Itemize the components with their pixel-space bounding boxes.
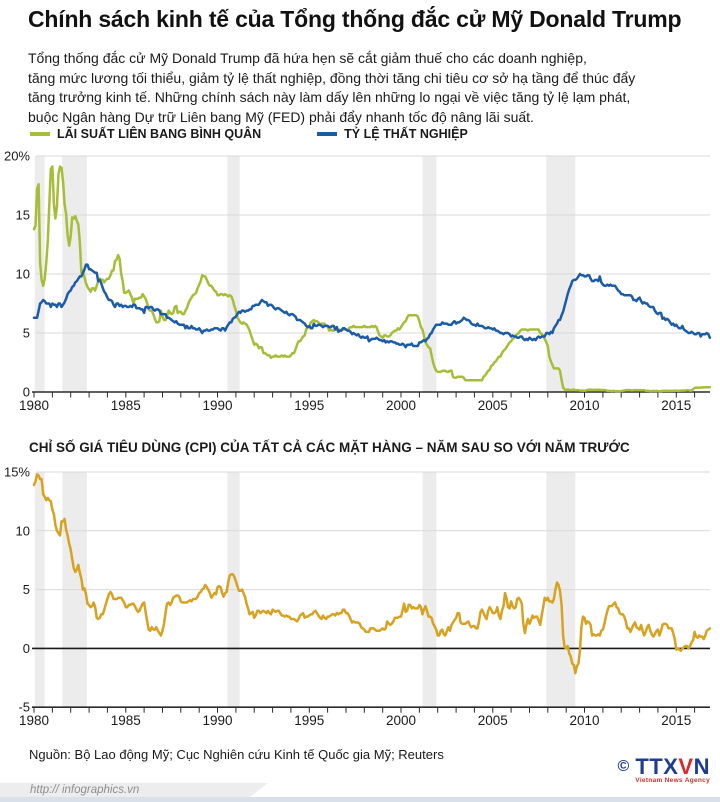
legend-item-fed-funds: LÃI SUẤT LIÊN BANG BÌNH QUÂN xyxy=(30,127,261,141)
fed-funds-unemployment-chart: 0 5 10 15 20% 1980 1985 1990 1995 2000 2005 2010 201… xyxy=(4,149,712,413)
fed-funds-line xyxy=(32,165,712,393)
legend-label-unemployment: TỶ LỆ THẤT NGHIỆP xyxy=(344,127,468,141)
ttxvn-logo-text: TTXVN Vietnam News Agency xyxy=(635,754,710,785)
y-tick-label: 5 xyxy=(23,582,30,597)
y-tick-label: 15 xyxy=(16,208,30,223)
x-tick-label: 2000 xyxy=(386,713,416,728)
intro-paragraph: Tổng thống đắc cử Mỹ Donald Trump đã hứa… xyxy=(28,49,635,127)
x-tick-label: 2000 xyxy=(386,398,416,413)
x-tick-label: 2005 xyxy=(478,713,508,728)
logo-ttx: TTX xyxy=(635,754,679,779)
logo-subtext: Vietnam News Agency xyxy=(635,777,710,784)
x-tick-label: 1990 xyxy=(202,398,232,413)
fed-funds-swatch-icon xyxy=(30,132,50,136)
intro-line: tăng mức lương tối thiểu, giảm tỷ lệ thấ… xyxy=(28,69,636,86)
y-tick-label: 0 xyxy=(23,385,30,400)
y-tick-label: 10 xyxy=(16,523,30,538)
page-title: Chính sách kinh tế của Tổng thống đắc cử… xyxy=(28,6,682,32)
x-tick-label: 1985 xyxy=(111,713,141,728)
unemployment-swatch-icon xyxy=(317,132,338,136)
cpi-chart-title: CHỈ SỐ GIÁ TIÊU DÙNG (CPI) CỦA TẤT CẢ CÁ… xyxy=(29,440,630,455)
y-tick-label: 15% xyxy=(4,465,30,480)
chart-legend: LÃI SUẤT LIÊN BANG BÌNH QUÂN TỶ LỆ THẤT … xyxy=(30,127,468,141)
y-tick-label: 0 xyxy=(23,641,30,656)
y-tick-label: -5 xyxy=(18,700,30,715)
y-tick-label: 10 xyxy=(16,267,30,282)
x-tick-label: 2015 xyxy=(661,398,691,413)
x-tick-label: 2005 xyxy=(478,398,508,413)
x-tick-label: 2015 xyxy=(661,713,691,728)
x-tick-label: 2010 xyxy=(569,713,599,728)
x-tick-label: 1995 xyxy=(294,713,324,728)
infographics-url: http:// infographics.vn xyxy=(30,784,140,796)
x-tick-label: 1980 xyxy=(19,713,49,728)
intro-line: buộc Ngân hàng Dự trữ Liên bang Mỹ (FED)… xyxy=(28,108,534,125)
x-tick-label: 1990 xyxy=(202,713,232,728)
ttxvn-logo: © TTXVN Vietnam News Agency xyxy=(617,754,711,785)
logo-n: N xyxy=(693,754,710,779)
intro-line: tăng trưởng kinh tế. Những chính sách nà… xyxy=(28,89,631,105)
x-tick-label: 1980 xyxy=(19,398,49,413)
copyright-icon: © xyxy=(617,758,630,775)
x-tick-label: 1985 xyxy=(111,398,141,413)
cpi-line xyxy=(32,473,712,675)
x-tick-label: 2010 xyxy=(569,398,599,413)
logo-v-emblem-icon: V xyxy=(678,754,694,779)
url-ribbon: http:// infographics.vn xyxy=(0,783,268,797)
y-tick-label: 20% xyxy=(4,149,30,164)
legend-item-unemployment: TỶ LỆ THẤT NGHIỆP xyxy=(317,127,468,141)
x-tick-label: 1995 xyxy=(294,398,324,413)
legend-label-fed-funds: LÃI SUẤT LIÊN BANG BÌNH QUÂN xyxy=(57,127,262,141)
cpi-chart: -5 0 5 10 15% 1980 1985 1990 1995 2000 2005 2010 201… xyxy=(4,465,712,728)
source-note: Nguồn: Bộ Lao động Mỹ; Cục Nghiên cứu Ki… xyxy=(29,747,444,762)
bottom-accent-strip xyxy=(0,797,720,802)
unemployment-line xyxy=(32,263,712,349)
intro-line: Tổng thống đắc cử Mỹ Donald Trump đã hứa… xyxy=(28,50,587,66)
y-tick-label: 5 xyxy=(23,326,30,341)
